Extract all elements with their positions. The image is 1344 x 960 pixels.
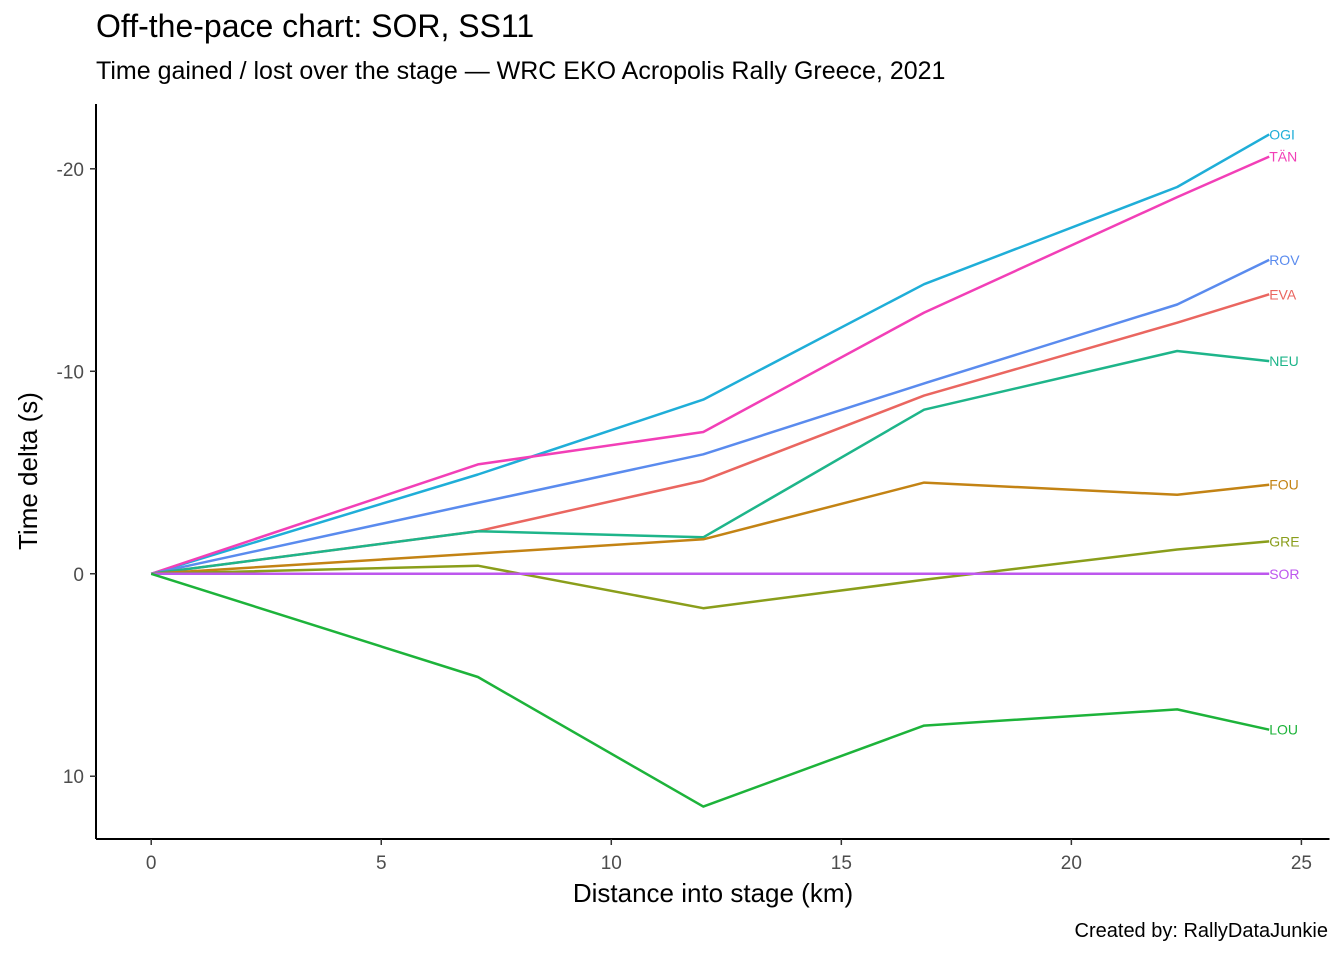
series-line-rov (150, 258, 1270, 576)
y-tick-label: 0 (73, 565, 84, 586)
series-line-neu (151, 349, 1270, 576)
series-end-label: GRE (1269, 533, 1299, 549)
chart-caption: Created by: RallyDataJunkie (1074, 920, 1328, 942)
chart-title: Off-the-pace chart: SOR, SS11 (96, 8, 535, 44)
ticks-layer: 0 5 10 15 20 25 -20 -10 0 10 (57, 160, 1312, 874)
x-tick-label: 25 (1291, 853, 1312, 874)
series-end-label: ROV (1269, 252, 1300, 268)
series-end-label: SOR (1269, 566, 1299, 582)
x-tick-label: 0 (146, 853, 157, 874)
y-axis-title: Time delta (s) (13, 392, 43, 550)
axes-layer (95, 104, 1330, 840)
series-end-label: NEU (1269, 353, 1299, 369)
series-end-label: OGI (1269, 126, 1295, 142)
series-layer (150, 133, 1270, 808)
series-end-label: LOU (1269, 722, 1298, 738)
series-line-lou (150, 572, 1270, 808)
x-tick-label: 15 (831, 853, 852, 874)
y-tick-label: -20 (57, 160, 84, 181)
series-line-ogi (150, 133, 1270, 575)
series-end-label: TÄN (1269, 149, 1297, 165)
y-tick-label: -10 (57, 362, 84, 383)
y-tick-label: 10 (63, 767, 84, 788)
chart-subtitle: Time gained / lost over the stage — WRC … (96, 57, 946, 85)
x-tick-label: 20 (1061, 853, 1082, 874)
labels-layer: OGI TÄN ROV EVA NEU FOU GRE SOR LOU (1269, 126, 1300, 737)
series-line-fou (151, 481, 1270, 576)
series-line-gre (151, 540, 1270, 610)
series-end-label: FOU (1269, 477, 1299, 493)
x-axis-title: Distance into stage (km) (573, 878, 853, 908)
series-line-tän (150, 155, 1270, 575)
x-tick-label: 5 (376, 853, 387, 874)
x-tick-label: 10 (601, 853, 622, 874)
series-end-label: EVA (1269, 286, 1297, 302)
